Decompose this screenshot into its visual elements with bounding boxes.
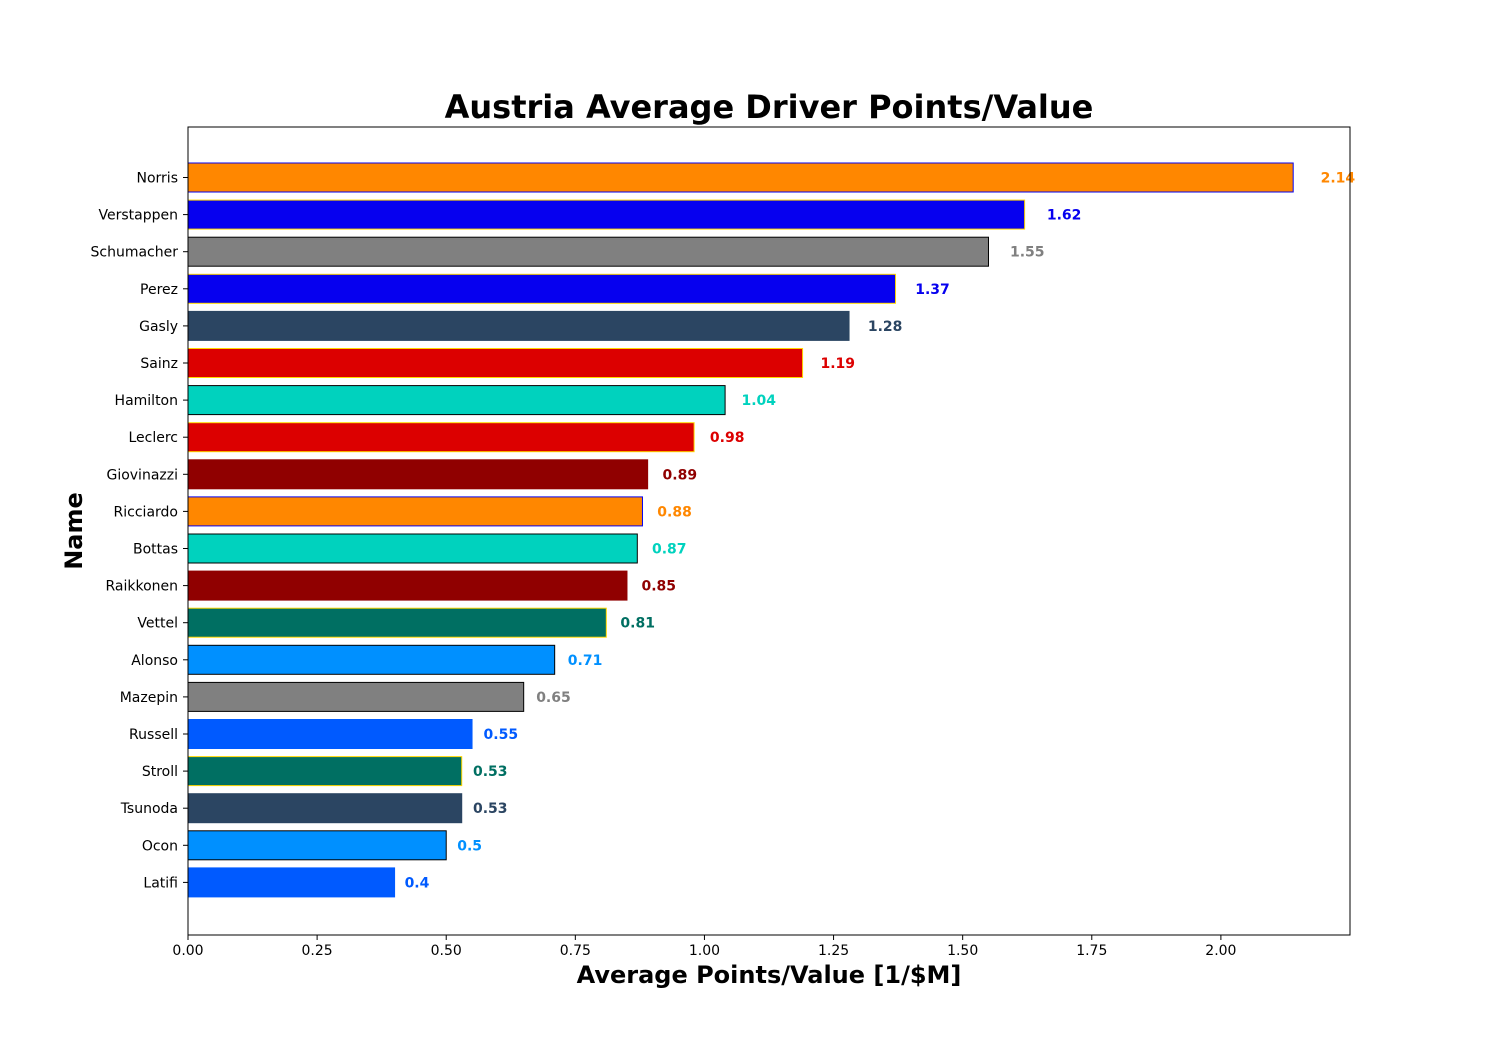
x-axis-label: Average Points/Value [1/$M] [577, 961, 962, 989]
y-tick-label: Vettel [137, 616, 178, 632]
bar-ocon [187, 830, 447, 861]
value-label: 0.65 [536, 690, 571, 706]
y-tick-label: Russell [129, 727, 178, 743]
bar-giovinazzi [187, 459, 649, 490]
y-tick-label: Sainz [140, 356, 178, 372]
value-label: 1.04 [742, 393, 777, 409]
y-tick-label: Alonso [131, 653, 178, 669]
bar-alonso [187, 644, 556, 675]
x-tick-label: 0.25 [302, 943, 333, 959]
value-label: 1.28 [868, 319, 903, 335]
x-tick-label: 0.50 [431, 943, 462, 959]
bar-stroll [187, 756, 463, 787]
bar-tsunoda [187, 793, 463, 824]
bar-russell [187, 719, 473, 749]
x-tick-label: 1.75 [1076, 943, 1107, 959]
bars-group [187, 162, 1294, 898]
value-label: 1.19 [820, 356, 855, 372]
value-label: 0.71 [568, 653, 603, 669]
value-label: 1.55 [1010, 245, 1045, 261]
y-tick-label: Perez [140, 282, 178, 298]
bar-sainz [187, 348, 804, 378]
value-label: 0.53 [473, 801, 508, 817]
value-label: 0.53 [473, 764, 508, 780]
y-tick-label: Raikkonen [105, 579, 178, 595]
y-tick-label: Schumacher [91, 245, 179, 261]
bar-schumacher [187, 236, 989, 267]
y-tick-label: Stroll [142, 764, 178, 780]
bar-norris [187, 162, 1294, 193]
value-label: 0.55 [484, 727, 519, 743]
value-labels-group: 2.14 1.62 1.55 1.37 1.28 1.19 1.04 0.98 0.89 0.88… [405, 171, 1356, 892]
bar-hamilton [187, 385, 726, 416]
bar-mazepin [187, 681, 525, 712]
y-tick-label: Tsunoda [120, 801, 178, 817]
x-tick-label: 1.25 [818, 943, 849, 959]
bar-leclerc [187, 422, 695, 453]
x-tick-label: 0.75 [560, 943, 591, 959]
bar-perez [187, 273, 897, 304]
y-tick-label: Ocon [142, 838, 178, 854]
y-axis-ticks: Norris Verstappen Schumacher Perez Gasly Sain… [91, 171, 188, 891]
bar-latifi [187, 867, 396, 898]
value-label: 0.88 [657, 504, 692, 520]
x-tick-label: 1.00 [689, 943, 720, 959]
bar-ricciardo [187, 496, 643, 527]
y-tick-label: Ricciardo [114, 504, 178, 520]
value-label: 0.4 [405, 875, 430, 891]
y-tick-label: Hamilton [115, 393, 178, 409]
x-tick-label: 1.50 [947, 943, 978, 959]
y-tick-label: Verstappen [99, 208, 178, 224]
bar-verstappen [187, 199, 1026, 230]
value-label: 0.85 [641, 579, 676, 595]
bar-vettel [187, 607, 607, 638]
bar-gasly [187, 310, 850, 341]
chart-title: Austria Average Driver Points/Value [445, 88, 1094, 126]
y-tick-label: Norris [137, 171, 179, 187]
y-tick-label: Gasly [139, 319, 178, 335]
y-tick-label: Leclerc [128, 430, 178, 446]
value-label: 1.62 [1047, 208, 1082, 224]
y-axis-label: Name [60, 492, 88, 570]
value-label: 0.98 [710, 430, 745, 446]
bar-raikkonen [187, 570, 628, 601]
value-label: 1.37 [915, 282, 950, 298]
y-tick-label: Bottas [133, 542, 178, 558]
bar-bottas [187, 533, 638, 564]
x-axis-ticks: 0.00 0.25 0.50 0.75 1.00 1.25 1.50 1.75 2.00 [172, 935, 1236, 959]
y-tick-label: Giovinazzi [106, 467, 178, 483]
value-label: 0.5 [457, 838, 482, 854]
value-label: 0.87 [652, 542, 687, 558]
x-tick-label: 2.00 [1205, 943, 1236, 959]
value-label: 0.89 [663, 467, 698, 483]
y-tick-label: Mazepin [120, 690, 178, 706]
y-tick-label: Latifi [143, 875, 178, 891]
plot-frame [187, 126, 1351, 936]
value-label: 0.81 [620, 616, 655, 632]
x-tick-label: 0.00 [172, 943, 203, 959]
value-label: 2.14 [1321, 171, 1356, 187]
